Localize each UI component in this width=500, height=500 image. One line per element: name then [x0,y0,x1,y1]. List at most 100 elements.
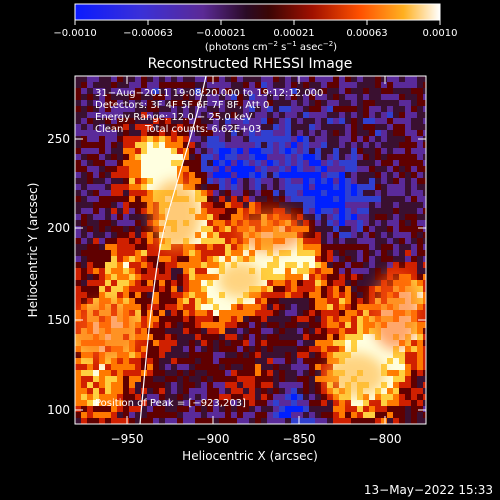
image-pixel [363,226,369,232]
image-pixel [333,334,339,340]
image-pixel [225,178,231,184]
image-pixel [237,298,243,304]
image-pixel [153,334,159,340]
image-pixel [261,388,267,394]
image-pixel [255,178,261,184]
image-pixel [285,394,291,400]
image-pixel [165,310,171,316]
image-pixel [105,412,111,418]
image-pixel [213,226,219,232]
image-pixel [237,340,243,346]
image-pixel [165,124,171,130]
image-pixel [405,148,411,154]
image-pixel [99,178,105,184]
image-pixel [243,358,249,364]
image-pixel [153,148,159,154]
image-pixel [189,412,195,418]
image-pixel [189,100,195,106]
image-pixel [171,250,177,256]
image-pixel [153,166,159,172]
image-pixel [309,184,315,190]
image-pixel [225,184,231,190]
image-pixel [147,226,153,232]
image-pixel [171,172,177,178]
image-pixel [201,178,207,184]
image-pixel [417,178,423,184]
image-pixel [357,124,363,130]
image-pixel [105,232,111,238]
image-pixel [81,256,87,262]
image-pixel [201,190,207,196]
image-pixel [87,184,93,190]
image-pixel [255,160,261,166]
image-pixel [351,322,357,328]
image-pixel [405,124,411,130]
image-pixel [399,88,405,94]
image-pixel [165,406,171,412]
image-pixel [141,118,147,124]
x-tick-label: −900 [197,432,230,446]
image-pixel [369,106,375,112]
image-pixel [423,118,426,124]
image-pixel [267,394,273,400]
image-pixel [273,412,279,418]
image-pixel [159,178,165,184]
image-pixel [177,334,183,340]
image-pixel [123,382,129,388]
image-pixel [183,364,189,370]
image-pixel [171,346,177,352]
image-pixel [405,382,411,388]
image-pixel [417,172,423,178]
image-pixel [93,88,99,94]
image-pixel [399,142,405,148]
image-pixel [273,130,279,136]
image-pixel [147,202,153,208]
image-pixel [225,190,231,196]
image-pixel [213,220,219,226]
image-pixel [267,280,273,286]
image-pixel [117,106,123,112]
image-pixel [345,340,351,346]
image-pixel [375,100,381,106]
image-pixel [273,262,279,268]
image-pixel [267,184,273,190]
image-pixel [297,142,303,148]
image-pixel [93,136,99,142]
image-pixel [171,88,177,94]
image-pixel [177,136,183,142]
image-pixel [309,376,315,382]
image-pixel [183,160,189,166]
image-pixel [153,358,159,364]
image-pixel [183,340,189,346]
image-pixel [123,358,129,364]
image-pixel [405,256,411,262]
image-pixel [285,304,291,310]
image-pixel [285,202,291,208]
image-pixel [297,100,303,106]
image-pixel [399,76,405,82]
image-pixel [369,226,375,232]
image-pixel [159,262,165,268]
image-pixel [285,286,291,292]
image-pixel [231,208,237,214]
image-pixel [201,304,207,310]
image-pixel [303,370,309,376]
image-pixel [81,388,87,394]
image-pixel [231,298,237,304]
image-pixel [81,184,87,190]
image-pixel [357,226,363,232]
image-pixel [123,280,129,286]
image-pixel [207,118,213,124]
image-pixel [81,208,87,214]
image-pixel [255,106,261,112]
image-pixel [177,106,183,112]
image-pixel [321,82,327,88]
plot-title: Reconstructed RHESSI Image [148,56,353,72]
image-pixel [171,256,177,262]
image-pixel [219,190,225,196]
image-pixel [177,82,183,88]
image-pixel [183,76,189,82]
image-pixel [207,88,213,94]
image-pixel [351,400,357,406]
image-pixel [225,106,231,112]
